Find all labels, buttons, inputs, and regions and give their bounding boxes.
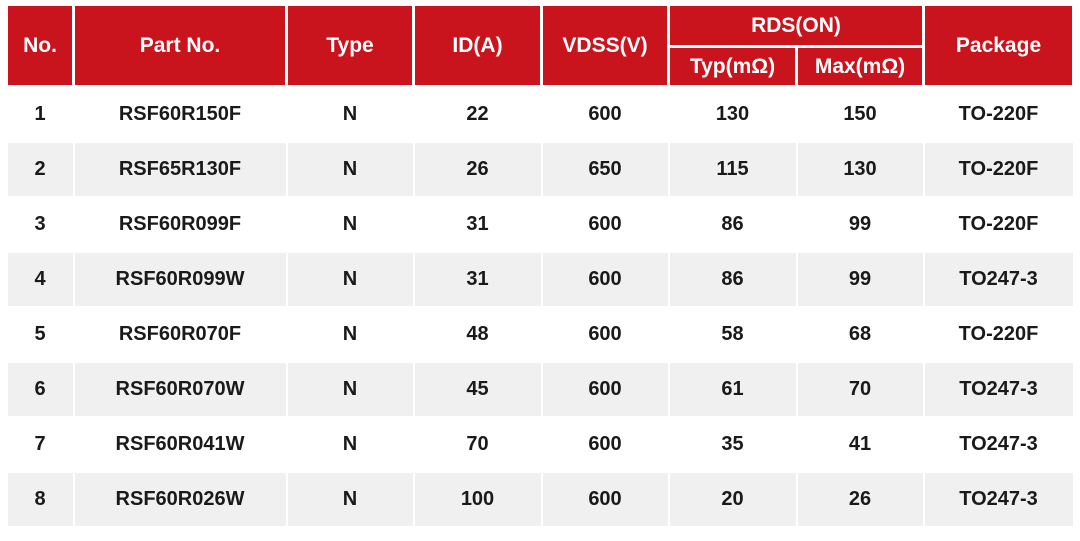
cell-package: TO-220F [922, 306, 1075, 363]
cell-no: 6 [5, 361, 75, 418]
cell-rds-typ: 86 [667, 196, 798, 253]
table-body: 1 RSF60R150F N 22 600 130 150 TO-220F 2 RSF65R130… [5, 85, 1075, 528]
cell-vdss: 600 [540, 361, 670, 418]
cell-rds-max: 150 [795, 85, 925, 143]
cell-rds-max: 68 [795, 306, 925, 363]
col-header-part-no: Part No. [72, 3, 288, 88]
cell-no: 1 [5, 85, 75, 143]
table-row: 5 RSF60R070F N 48 600 58 68 TO-220F [5, 306, 1075, 363]
col-header-no: No. [5, 3, 75, 88]
cell-vdss: 600 [540, 306, 670, 363]
cell-part-no: RSF60R099F [72, 196, 288, 253]
cell-type: N [285, 416, 415, 473]
cell-id-a: 48 [412, 306, 543, 363]
col-header-rds-typ: Typ(mΩ) [667, 45, 798, 88]
cell-part-no: RSF60R070F [72, 306, 288, 363]
cell-vdss: 600 [540, 85, 670, 143]
cell-package: TO-220F [922, 85, 1075, 143]
cell-type: N [285, 361, 415, 418]
cell-rds-max: 26 [795, 471, 925, 528]
col-header-package: Package [922, 3, 1076, 88]
cell-vdss: 600 [540, 196, 670, 253]
cell-package: TO247-3 [922, 251, 1075, 308]
table-row: 1 RSF60R150F N 22 600 130 150 TO-220F [5, 85, 1075, 143]
col-header-rds-on-group: RDS(ON) [666, 3, 926, 48]
cell-id-a: 26 [412, 141, 543, 198]
cell-type: N [285, 251, 415, 308]
cell-type: N [285, 85, 415, 143]
cell-rds-typ: 130 [667, 85, 798, 143]
cell-no: 7 [5, 416, 75, 473]
cell-vdss: 650 [540, 141, 670, 198]
cell-rds-max: 41 [795, 416, 925, 473]
header-row-top: No. Part No. Type ID(A) VDSS(V) RDS(ON) … [5, 3, 1076, 88]
table-row: 8 RSF60R026W N 100 600 20 26 TO247-3 [5, 471, 1075, 528]
cell-rds-max: 130 [795, 141, 925, 198]
cell-rds-typ: 61 [667, 361, 798, 418]
cell-id-a: 31 [412, 196, 543, 253]
cell-rds-max: 70 [795, 361, 925, 418]
table-row: 3 RSF60R099F N 31 600 86 99 TO-220F [5, 196, 1075, 253]
cell-id-a: 45 [412, 361, 543, 418]
cell-no: 2 [5, 141, 75, 198]
cell-id-a: 70 [412, 416, 543, 473]
table-row: 6 RSF60R070W N 45 600 61 70 TO247-3 [5, 361, 1075, 418]
cell-id-a: 100 [412, 471, 543, 528]
cell-rds-typ: 115 [667, 141, 798, 198]
cell-no: 4 [5, 251, 75, 308]
cell-rds-typ: 35 [667, 416, 798, 473]
cell-type: N [285, 196, 415, 253]
cell-part-no: RSF60R150F [72, 85, 288, 143]
table-header: No. Part No. Type ID(A) VDSS(V) RDS(ON) … [5, 3, 1076, 88]
mosfet-spec-table: No. Part No. Type ID(A) VDSS(V) RDS(ON) … [5, 3, 1076, 528]
cell-vdss: 600 [540, 251, 670, 308]
cell-no: 3 [5, 196, 75, 253]
cell-type: N [285, 141, 415, 198]
cell-id-a: 31 [412, 251, 543, 308]
cell-type: N [285, 306, 415, 363]
cell-rds-typ: 20 [667, 471, 798, 528]
table-row: 4 RSF60R099W N 31 600 86 99 TO247-3 [5, 251, 1075, 308]
cell-vdss: 600 [540, 416, 670, 473]
cell-rds-max: 99 [795, 251, 925, 308]
col-header-vdss: VDSS(V) [540, 3, 670, 88]
cell-no: 8 [5, 471, 75, 528]
cell-part-no: RSF60R026W [72, 471, 288, 528]
cell-vdss: 600 [540, 471, 670, 528]
cell-rds-max: 99 [795, 196, 925, 253]
cell-id-a: 22 [412, 85, 543, 143]
cell-package: TO-220F [922, 141, 1075, 198]
col-header-rds-max: Max(mΩ) [794, 45, 926, 88]
col-header-id-a: ID(A) [412, 3, 543, 88]
header-row-sub: Typ(mΩ) Max(mΩ) [7, 45, 1074, 88]
cell-no: 5 [5, 306, 75, 363]
col-header-type: Type [285, 3, 415, 88]
cell-package: TO247-3 [922, 361, 1075, 418]
cell-part-no: RSF60R099W [72, 251, 288, 308]
cell-part-no: RSF65R130F [72, 141, 288, 198]
table-row: 2 RSF65R130F N 26 650 115 130 TO-220F [5, 141, 1075, 198]
cell-package: TO-220F [922, 196, 1075, 253]
cell-part-no: RSF60R070W [72, 361, 288, 418]
cell-type: N [285, 471, 415, 528]
table-row: 7 RSF60R041W N 70 600 35 41 TO247-3 [5, 416, 1075, 473]
cell-package: TO247-3 [922, 471, 1075, 528]
cell-rds-typ: 86 [667, 251, 798, 308]
cell-rds-typ: 58 [667, 306, 798, 363]
cell-package: TO247-3 [922, 416, 1075, 473]
cell-part-no: RSF60R041W [72, 416, 288, 473]
